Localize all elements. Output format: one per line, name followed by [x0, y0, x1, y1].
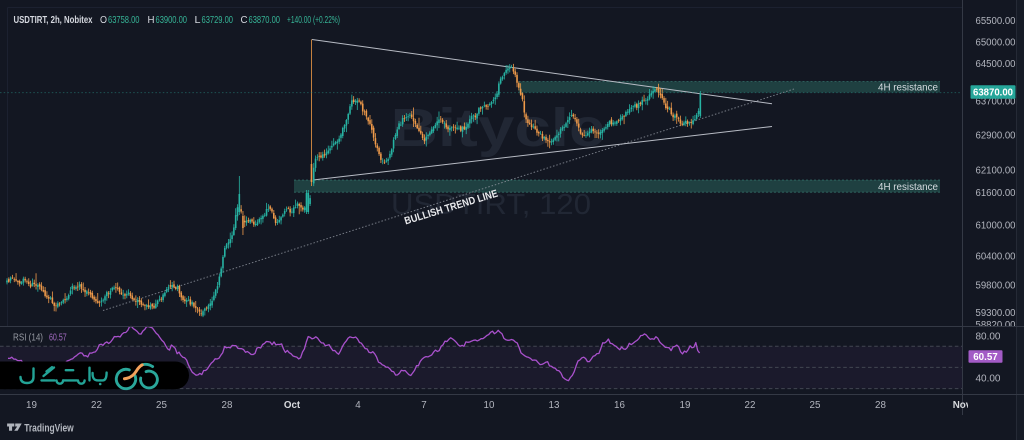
svg-text:64500.00: 64500.00	[976, 59, 1017, 70]
svg-text:7: 7	[421, 400, 426, 411]
svg-text:19: 19	[26, 400, 37, 411]
svg-text:4: 4	[355, 400, 361, 411]
svg-text:USDTIRT, 2h, Nobitex: USDTIRT, 2h, Nobitex	[14, 15, 93, 26]
svg-text:USDTIRT, 120: USDTIRT, 120	[391, 189, 591, 221]
svg-text:13: 13	[549, 400, 560, 411]
svg-text:63900.00: 63900.00	[156, 15, 188, 26]
svg-text:60400.00: 60400.00	[976, 252, 1017, 263]
svg-text:61600.00: 61600.00	[976, 188, 1017, 199]
svg-text:58820.00: 58820.00	[976, 320, 1017, 331]
svg-text:62900.00: 62900.00	[976, 131, 1017, 142]
svg-text:22: 22	[745, 400, 756, 411]
svg-text:59300.00: 59300.00	[976, 308, 1017, 319]
svg-text:25: 25	[810, 400, 821, 411]
svg-text:63758.00: 63758.00	[108, 15, 140, 26]
svg-text:RSI (14): RSI (14)	[13, 332, 43, 343]
svg-text:10: 10	[484, 400, 495, 411]
svg-text:59800.00: 59800.00	[976, 281, 1017, 292]
svg-text:O: O	[100, 15, 107, 26]
svg-text:Oct: Oct	[284, 400, 301, 411]
svg-text:Nov: Nov	[953, 400, 972, 411]
svg-text:60.57: 60.57	[973, 352, 998, 363]
svg-text:40.00: 40.00	[976, 374, 1002, 385]
svg-text:L: L	[195, 15, 201, 26]
svg-text:65500.00: 65500.00	[976, 16, 1017, 27]
svg-text:Bitycle: Bitycle	[391, 98, 606, 158]
svg-text:C: C	[241, 15, 248, 26]
svg-text:80.00: 80.00	[976, 331, 1002, 342]
svg-text:63870.00: 63870.00	[973, 87, 1014, 98]
svg-text:25: 25	[156, 400, 167, 411]
svg-text:63729.00: 63729.00	[202, 15, 234, 26]
svg-text:19: 19	[680, 400, 691, 411]
svg-text:4H resistance: 4H resistance	[878, 82, 938, 93]
svg-text:28: 28	[875, 400, 886, 411]
svg-text:63870.00: 63870.00	[249, 15, 281, 26]
svg-text:60.57: 60.57	[49, 332, 67, 343]
svg-text:TradingView: TradingView	[24, 422, 74, 434]
svg-text:65000.00: 65000.00	[976, 38, 1017, 49]
svg-text:63700.00: 63700.00	[976, 96, 1017, 107]
svg-text:62100.00: 62100.00	[976, 166, 1017, 177]
svg-text:H: H	[148, 15, 155, 26]
svg-text:61000.00: 61000.00	[976, 221, 1017, 232]
svg-text:4H resistance: 4H resistance	[878, 182, 938, 193]
svg-text:28: 28	[222, 400, 233, 411]
svg-text:16: 16	[614, 400, 625, 411]
svg-text:22: 22	[91, 400, 102, 411]
svg-text:+140.00 (+0.22%): +140.00 (+0.22%)	[287, 15, 340, 26]
